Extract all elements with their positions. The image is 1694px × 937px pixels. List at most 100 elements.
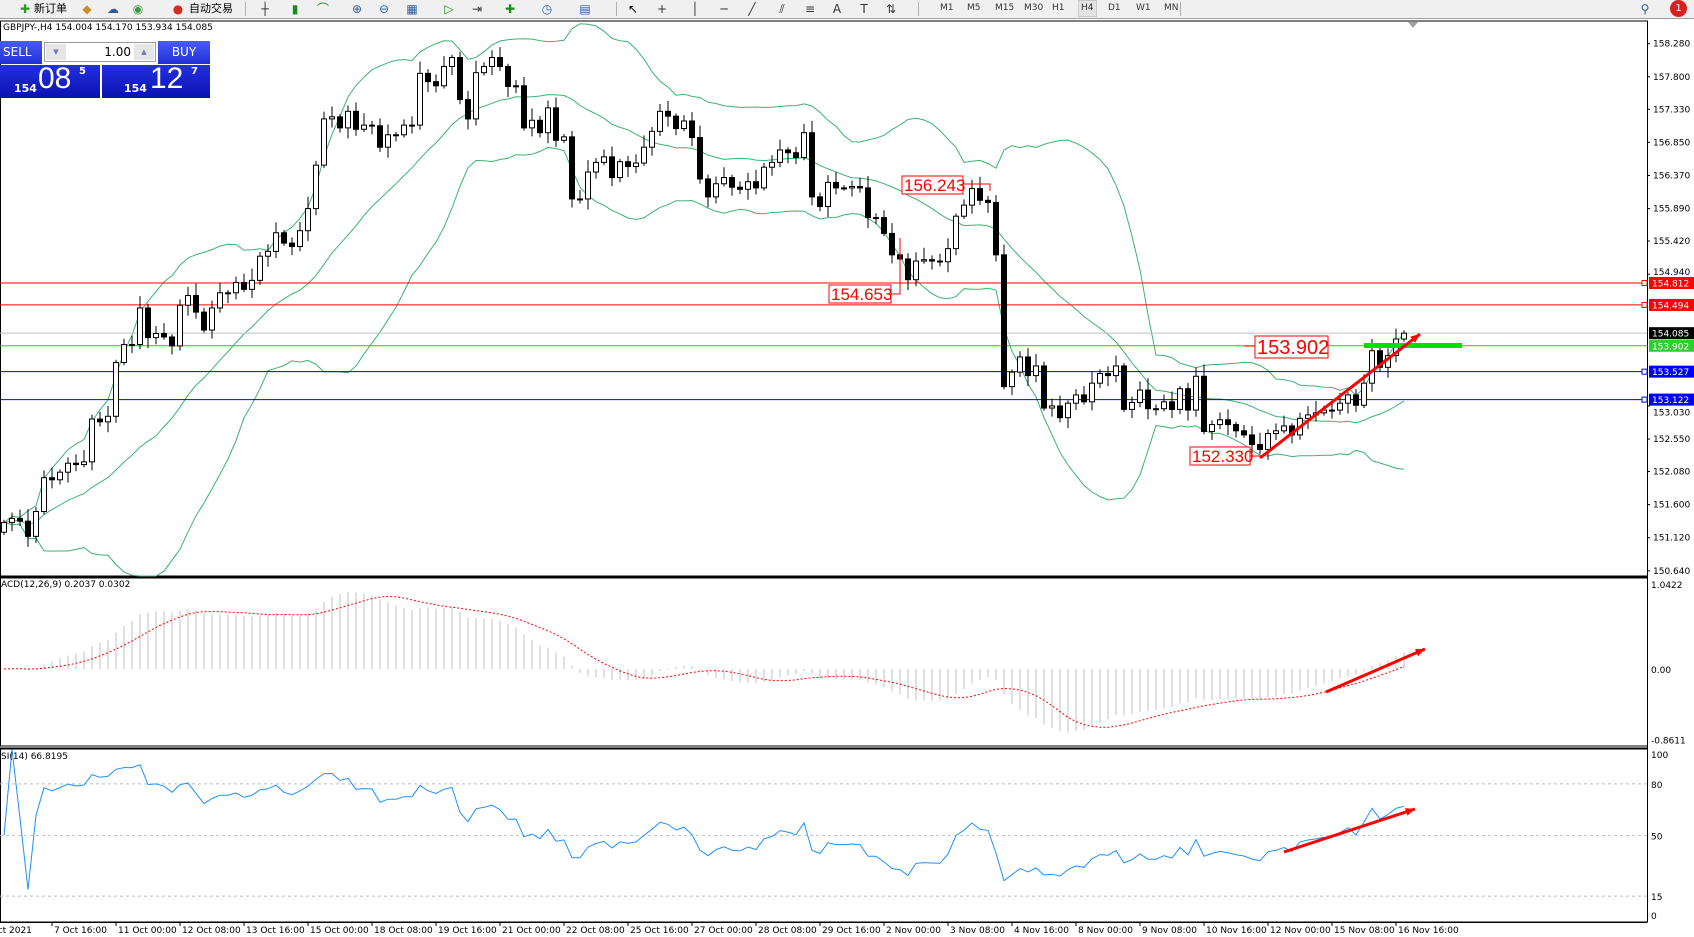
bearish-candle [377, 125, 383, 148]
one-click-trading-panel: SELL ▼ 1.00 ▲ BUY 154 08 5 154 12 7 [0, 41, 211, 98]
lot-increase-button[interactable]: ▲ [134, 44, 154, 60]
notification-badge[interactable]: 1 [1670, 0, 1687, 17]
equidistant-channel-icon[interactable]: ⫽ [779, 2, 785, 16]
templates-icon[interactable]: ▤ [579, 2, 591, 16]
bearish-candle [1353, 394, 1359, 406]
bullish-candle [1009, 371, 1015, 388]
zoom-in-icon[interactable]: ⊕ [351, 2, 363, 16]
price-trend-arrow[interactable] [1259, 332, 1421, 460]
chart-header: GBPJPY-,H4 154.004 154.170 153.934 154.0… [3, 23, 213, 33]
macd-axis-label: -0.8611 [1651, 736, 1686, 746]
macd-trend-arrow[interactable] [1325, 647, 1426, 694]
bearish-candle [497, 57, 503, 67]
sell-price-prefix: 154 [14, 82, 37, 95]
price-tag [1649, 339, 1694, 352]
search-icon[interactable]: ⚲ [1640, 2, 1650, 16]
timeframe-m15[interactable]: M15 [995, 3, 1015, 13]
bullish-candle [1113, 365, 1119, 377]
lot-decrease-button[interactable]: ▼ [46, 44, 66, 60]
chart-shift-icon[interactable]: ⇥ [471, 2, 483, 16]
time-axis-label: 4 Nov 16:00 [1014, 926, 1069, 936]
candlestick-icon[interactable]: ▮ [291, 2, 299, 16]
metaeditor-icon[interactable]: ◆ [82, 2, 92, 16]
price-label-box[interactable] [1189, 446, 1251, 466]
new-order-button[interactable]: 新订单 [34, 2, 67, 15]
price-tag [1649, 298, 1694, 311]
fibonacci-icon[interactable]: ≡ [804, 2, 816, 16]
bullish-candle [1137, 389, 1143, 403]
timeframe-d1[interactable]: D1 [1108, 3, 1121, 13]
price-label-box[interactable] [901, 175, 964, 195]
price-trend-arrow-head [1410, 334, 1420, 343]
market-watch-icon[interactable]: ☁ [107, 2, 119, 16]
bullish-candle [825, 181, 831, 208]
auto-trading-icon[interactable]: ● [172, 2, 184, 16]
signals-icon[interactable]: ◉ [132, 2, 144, 16]
main-pane [0, 20, 1648, 577]
arrows-icon[interactable]: ⇅ [885, 2, 897, 16]
sell-button[interactable]: SELL [0, 41, 42, 64]
bullish-candle [1217, 419, 1223, 426]
bearish-candle [1105, 373, 1111, 377]
auto-trading-button[interactable]: 自动交易 [189, 2, 233, 15]
buy-price[interactable]: 154 12 7 [102, 62, 210, 98]
sell-price[interactable]: 154 08 5 [0, 62, 100, 98]
text-label-icon[interactable]: T [860, 2, 868, 16]
trendline-icon[interactable]: ╱ [748, 2, 756, 16]
cursor-icon[interactable]: ↖ [627, 2, 639, 16]
periods-icon[interactable]: ◷ [541, 2, 553, 16]
rsi-label: SI(14) 66.8195 [1, 752, 68, 762]
time-axis-label: 25 Oct 16:00 [630, 926, 689, 936]
bar-chart-icon[interactable]: ┼ [261, 2, 269, 16]
timeframe-m5[interactable]: M5 [967, 3, 981, 13]
new-order-icon[interactable]: ✚ [19, 2, 31, 16]
price-label-box[interactable] [1254, 335, 1329, 359]
price-tag [1649, 276, 1694, 289]
timeframe-h4[interactable]: H4 [1078, 0, 1097, 17]
bearish-candle [241, 281, 247, 290]
vertical-line-icon[interactable]: │ [691, 2, 699, 16]
horizontal-line-icon[interactable]: ─ [720, 2, 728, 16]
rsi-trend-arrow[interactable] [1283, 807, 1416, 854]
bearish-candle [1041, 365, 1047, 409]
bullish-candle [9, 517, 15, 524]
buy-button[interactable]: BUY [158, 41, 210, 64]
crosshair-icon[interactable]: + [656, 2, 668, 16]
bullish-candle [545, 107, 551, 134]
timeframe-h1[interactable]: H1 [1052, 3, 1065, 13]
chart-shift-marker[interactable] [1408, 22, 1418, 28]
timeframe-mn[interactable]: MN [1164, 3, 1179, 13]
timeframe-m30[interactable]: M30 [1024, 3, 1044, 13]
bullish-candle [513, 85, 519, 88]
bullish-candle [233, 281, 239, 294]
bullish-candle [441, 65, 447, 87]
line-chart-icon[interactable]: ⌒ [316, 2, 329, 16]
tile-windows-icon[interactable]: ▦ [406, 2, 418, 16]
indicators-icon[interactable]: ✚ [504, 2, 516, 16]
lot-size-value[interactable]: 1.00 [104, 45, 131, 59]
bearish-candle [865, 187, 871, 219]
line-handle[interactable] [1641, 301, 1648, 308]
line-handle[interactable] [1641, 368, 1648, 375]
zoom-out-icon[interactable]: ⊖ [378, 2, 390, 16]
bullish-candle [473, 72, 479, 120]
text-icon[interactable]: A [832, 2, 842, 16]
timeframe-w1[interactable]: W1 [1136, 3, 1151, 13]
auto-scroll-icon[interactable]: ▷ [444, 2, 454, 16]
bullish-candle [873, 217, 879, 220]
line-handle[interactable] [1641, 279, 1648, 286]
separator [918, 2, 919, 16]
target-zone[interactable] [1364, 343, 1462, 348]
bearish-candle [1377, 350, 1383, 368]
price-axis-label: 157.330 [1653, 105, 1690, 115]
bearish-candle [433, 81, 439, 87]
price-label-box[interactable] [828, 284, 892, 304]
timeframe-m1[interactable]: M1 [940, 3, 954, 13]
lot-size-input[interactable]: ▼ 1.00 ▲ [44, 42, 156, 62]
bearish-candle [169, 336, 175, 347]
buy-price-pips: 12 [150, 62, 184, 95]
line-handle[interactable] [1641, 396, 1648, 403]
bearish-candle [753, 181, 759, 189]
time-axis-label: 7 Oct 16:00 [54, 926, 107, 936]
